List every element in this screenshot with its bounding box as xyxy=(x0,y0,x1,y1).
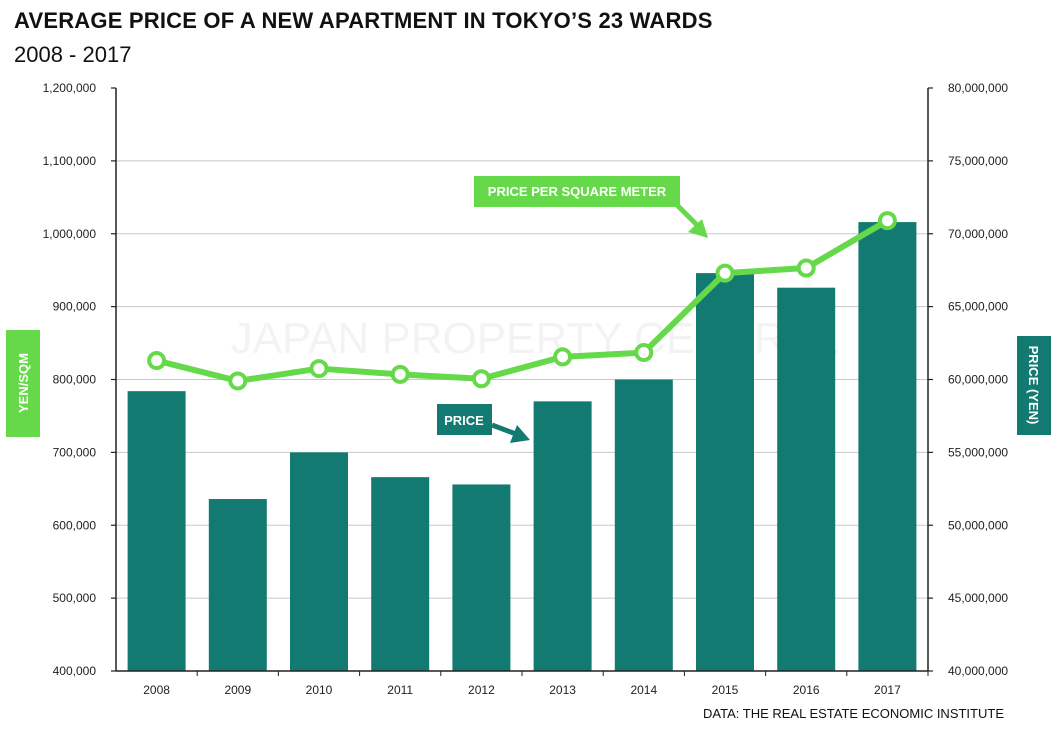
left-tick-label: 1,000,000 xyxy=(43,227,97,241)
right-tick-label: 55,000,000 xyxy=(948,445,1008,459)
left-tick-label: 800,000 xyxy=(53,373,97,387)
x-tick-label: 2013 xyxy=(549,683,576,697)
point-2016 xyxy=(796,258,816,278)
right-tick-label: 60,000,000 xyxy=(948,373,1008,387)
bar-2009 xyxy=(208,499,267,671)
bar-2014 xyxy=(614,379,673,671)
point-2012 xyxy=(471,369,491,389)
left-tick-label: 1,200,000 xyxy=(43,81,97,95)
bar-2010 xyxy=(290,452,348,671)
bar-2017 xyxy=(858,222,917,671)
x-tick-label: 2014 xyxy=(630,683,657,697)
bar-2016 xyxy=(777,287,836,671)
bar-2012 xyxy=(452,484,511,671)
x-tick-label: 2017 xyxy=(874,683,901,697)
x-tick-label: 2011 xyxy=(387,683,413,697)
right-tick-label: 40,000,000 xyxy=(948,664,1008,678)
right-tick-label: 80,000,000 xyxy=(948,81,1008,95)
point-2011 xyxy=(390,364,410,384)
line-price-per-sqm xyxy=(155,218,889,384)
chart-subtitle: 2008 - 2017 xyxy=(14,42,132,67)
right-tick-label: 70,000,000 xyxy=(948,227,1008,241)
right-tick-label: 75,000,000 xyxy=(948,154,1008,168)
x-tick-label: 2016 xyxy=(793,683,820,697)
point-2010 xyxy=(309,359,329,379)
x-tick-label: 2010 xyxy=(306,683,333,697)
left-tick-label: 900,000 xyxy=(53,300,97,314)
left-tick-label: 400,000 xyxy=(53,664,97,678)
right-tick-label: 50,000,000 xyxy=(948,518,1008,532)
left-tick-label: 1,100,000 xyxy=(43,154,97,168)
data-source: DATA: THE REAL ESTATE ECONOMIC INSTITUTE xyxy=(703,706,1004,721)
x-tick-label: 2015 xyxy=(712,683,739,697)
callout-price: PRICE xyxy=(437,404,530,443)
bar-2015 xyxy=(696,273,754,671)
point-2017 xyxy=(877,211,897,231)
bar-2011 xyxy=(371,477,430,671)
right-tick-label: 45,000,000 xyxy=(948,591,1008,605)
x-tick-label: 2008 xyxy=(143,683,170,697)
callout-price-per-sqm-label: PRICE PER SQUARE METER xyxy=(488,184,667,199)
x-tick-label: 2012 xyxy=(468,683,495,697)
left-tick-label: 600,000 xyxy=(53,518,97,532)
left-tick-label: 700,000 xyxy=(53,445,97,459)
bar-2008 xyxy=(127,391,186,671)
point-2008 xyxy=(147,351,167,371)
point-2014 xyxy=(634,343,654,363)
left-tick-label: 500,000 xyxy=(53,591,97,605)
right-tick-label: 65,000,000 xyxy=(948,300,1008,314)
x-tick-label: 2009 xyxy=(224,683,251,697)
point-2015 xyxy=(715,263,735,283)
point-2013 xyxy=(553,347,573,367)
bar-2013 xyxy=(533,401,592,671)
callout-price-label: PRICE xyxy=(444,413,484,428)
chart-title: AVERAGE PRICE OF A NEW APARTMENT IN TOKY… xyxy=(14,8,713,33)
right-axis-title: PRICE (YEN) xyxy=(1017,336,1051,435)
callout-price-per-sqm: PRICE PER SQUARE METER xyxy=(474,176,708,238)
left-axis-label: YEN/SQM xyxy=(16,353,31,413)
point-2009 xyxy=(228,371,248,391)
left-axis-title: YEN/SQM xyxy=(6,330,40,437)
right-axis-label: PRICE (YEN) xyxy=(1026,346,1041,425)
